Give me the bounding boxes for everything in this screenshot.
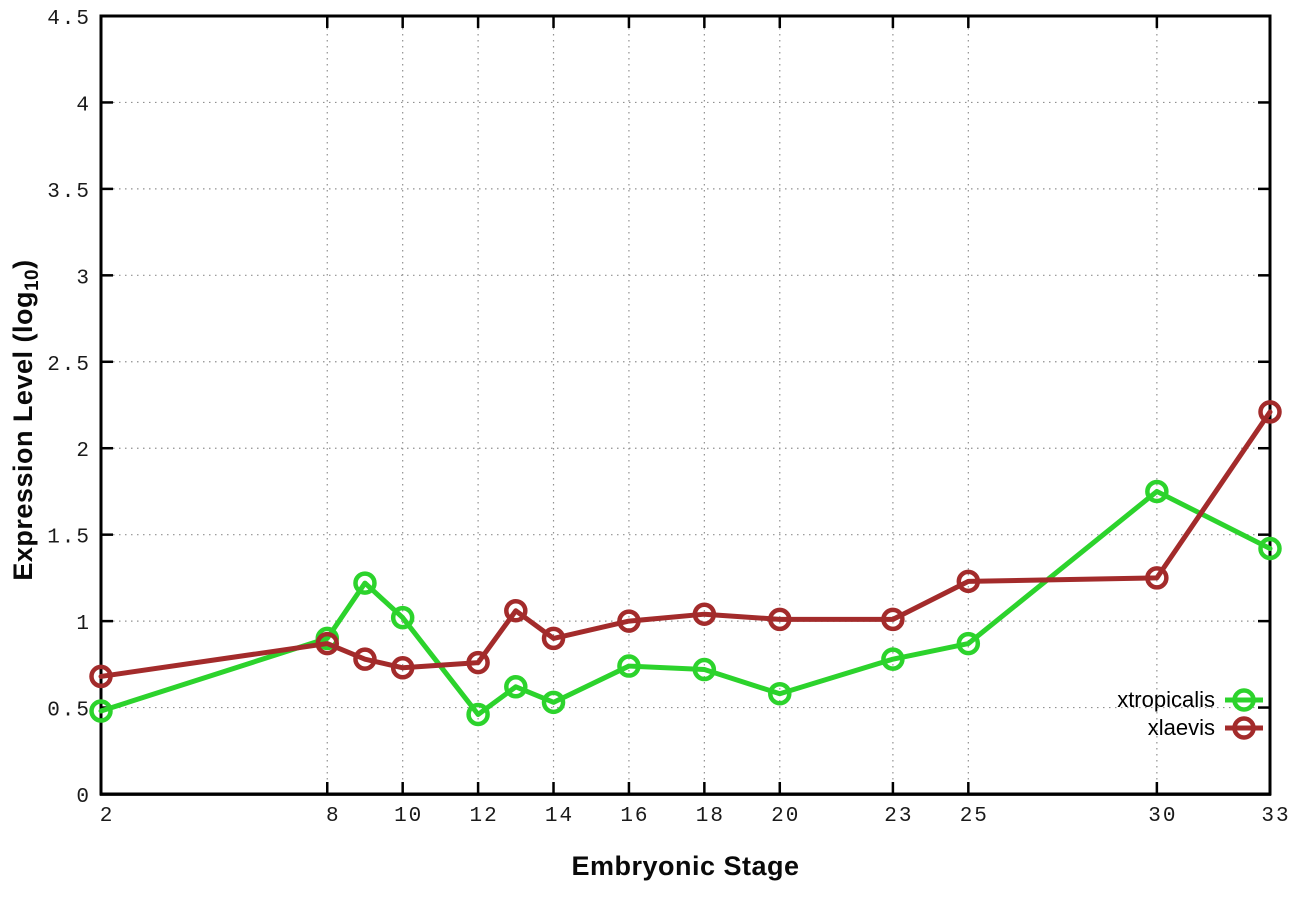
x-tick-label: 10: [394, 805, 423, 828]
data-point-xlaevis-stage-25: [956, 569, 981, 594]
data-point-xlaevis-stage-2: [89, 664, 113, 689]
y-axis-title-main: Expression Level (log: [7, 291, 38, 581]
x-axis-title: Embryonic Stage: [571, 851, 800, 881]
data-point-xlaevis-stage-10: [390, 656, 415, 680]
y-tick-label: 2.5: [47, 354, 91, 377]
y-tick-label: 3: [76, 267, 91, 290]
data-point-xtropicalis-stage-13: [504, 675, 528, 699]
data-point-xtropicalis-stage-25: [956, 631, 981, 656]
legend: xtropicalis xlaevis: [1117, 686, 1264, 742]
data-point-xtropicalis-stage-12: [466, 702, 490, 727]
data-point-xtropicalis-stage-23: [881, 647, 905, 671]
y-tick-label: 4.5: [47, 8, 91, 31]
y-axis-title-subscript: 10: [22, 268, 44, 292]
x-tick-label: 2: [100, 805, 115, 828]
data-point-xtropicalis-stage-9: [353, 571, 377, 595]
y-axis-title-close: ): [7, 259, 38, 269]
y-tick-label: 0.5: [47, 700, 91, 723]
data-point-xlaevis-stage-30: [1145, 566, 1169, 590]
legend-label-xtropicalis: xtropicalis: [1117, 687, 1215, 712]
x-tick-label: 18: [696, 805, 725, 828]
data-point-xlaevis-stage-16: [617, 609, 641, 633]
data-point-xlaevis-stage-20: [768, 607, 792, 632]
data-point-xtropicalis-stage-16: [617, 654, 641, 678]
y-axis-title: Expression Level (log10): [8, 259, 44, 580]
y-tick-label: 3.5: [47, 181, 91, 204]
y-tick-label: 1: [76, 613, 91, 636]
legend-item-xlaevis: xlaevis: [1117, 714, 1264, 742]
x-tick-label: 23: [884, 805, 913, 828]
x-tick-label: 8: [326, 805, 341, 828]
data-point-xtropicalis-stage-14: [541, 690, 566, 715]
y-tick-label: 1.5: [47, 527, 91, 550]
legend-label-xlaevis: xlaevis: [1147, 715, 1215, 740]
series-line-xlaevis: [98, 409, 1273, 679]
data-point-xlaevis-stage-9: [353, 647, 377, 671]
data-point-xlaevis-stage-12: [466, 650, 490, 675]
data-point-xtropicalis-stage-20: [768, 681, 792, 706]
data-point-xlaevis-stage-8: [315, 631, 340, 656]
data-point-xlaevis-stage-13: [504, 598, 528, 623]
x-tick-label: 33: [1261, 805, 1290, 828]
y-tick-label: 4: [76, 94, 91, 117]
y-tick-label: 0: [76, 786, 91, 809]
x-tick-label: 25: [960, 805, 989, 828]
legend-sample-xtropicalis-icon: [1225, 688, 1263, 712]
data-point-xlaevis-stage-18: [692, 602, 717, 626]
plot-border: [99, 14, 1272, 796]
x-tick-label: 20: [771, 805, 800, 828]
legend-sample-xlaevis-icon: [1225, 716, 1263, 740]
data-point-xtropicalis-stage-30: [1145, 479, 1169, 504]
x-tick-label: 30: [1148, 805, 1177, 828]
data-point-xlaevis-stage-14: [541, 626, 566, 651]
data-point-xlaevis-stage-23: [881, 607, 905, 632]
x-tick-label: 16: [620, 805, 649, 828]
x-tick-label: 12: [469, 805, 498, 828]
data-point-xtropicalis-stage-2: [89, 699, 113, 723]
x-tick-label: 14: [545, 805, 574, 828]
legend-item-xtropicalis: xtropicalis: [1117, 686, 1264, 714]
data-point-xlaevis-stage-33: [1258, 400, 1282, 424]
series-line-xtropicalis: [98, 488, 1273, 717]
data-point-xtropicalis-stage-10: [390, 605, 415, 630]
data-point-xtropicalis-stage-33: [1258, 536, 1282, 561]
y-tick-label: 2: [76, 440, 91, 463]
data-point-xtropicalis-stage-18: [692, 657, 717, 682]
